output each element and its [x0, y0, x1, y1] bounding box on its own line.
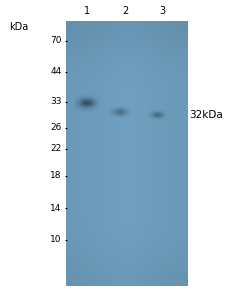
- Text: 10: 10: [50, 236, 61, 244]
- Text: 22: 22: [50, 144, 61, 153]
- Text: 2: 2: [122, 6, 128, 16]
- Text: 3: 3: [159, 6, 165, 16]
- Text: 14: 14: [50, 204, 61, 213]
- Text: 18: 18: [50, 171, 61, 180]
- Text: 26: 26: [50, 123, 61, 132]
- Text: 32kDa: 32kDa: [189, 110, 223, 121]
- Text: 70: 70: [50, 36, 61, 45]
- Text: 33: 33: [50, 98, 61, 106]
- Text: 1: 1: [83, 6, 90, 16]
- Text: kDa: kDa: [9, 22, 28, 32]
- Text: 44: 44: [50, 68, 61, 76]
